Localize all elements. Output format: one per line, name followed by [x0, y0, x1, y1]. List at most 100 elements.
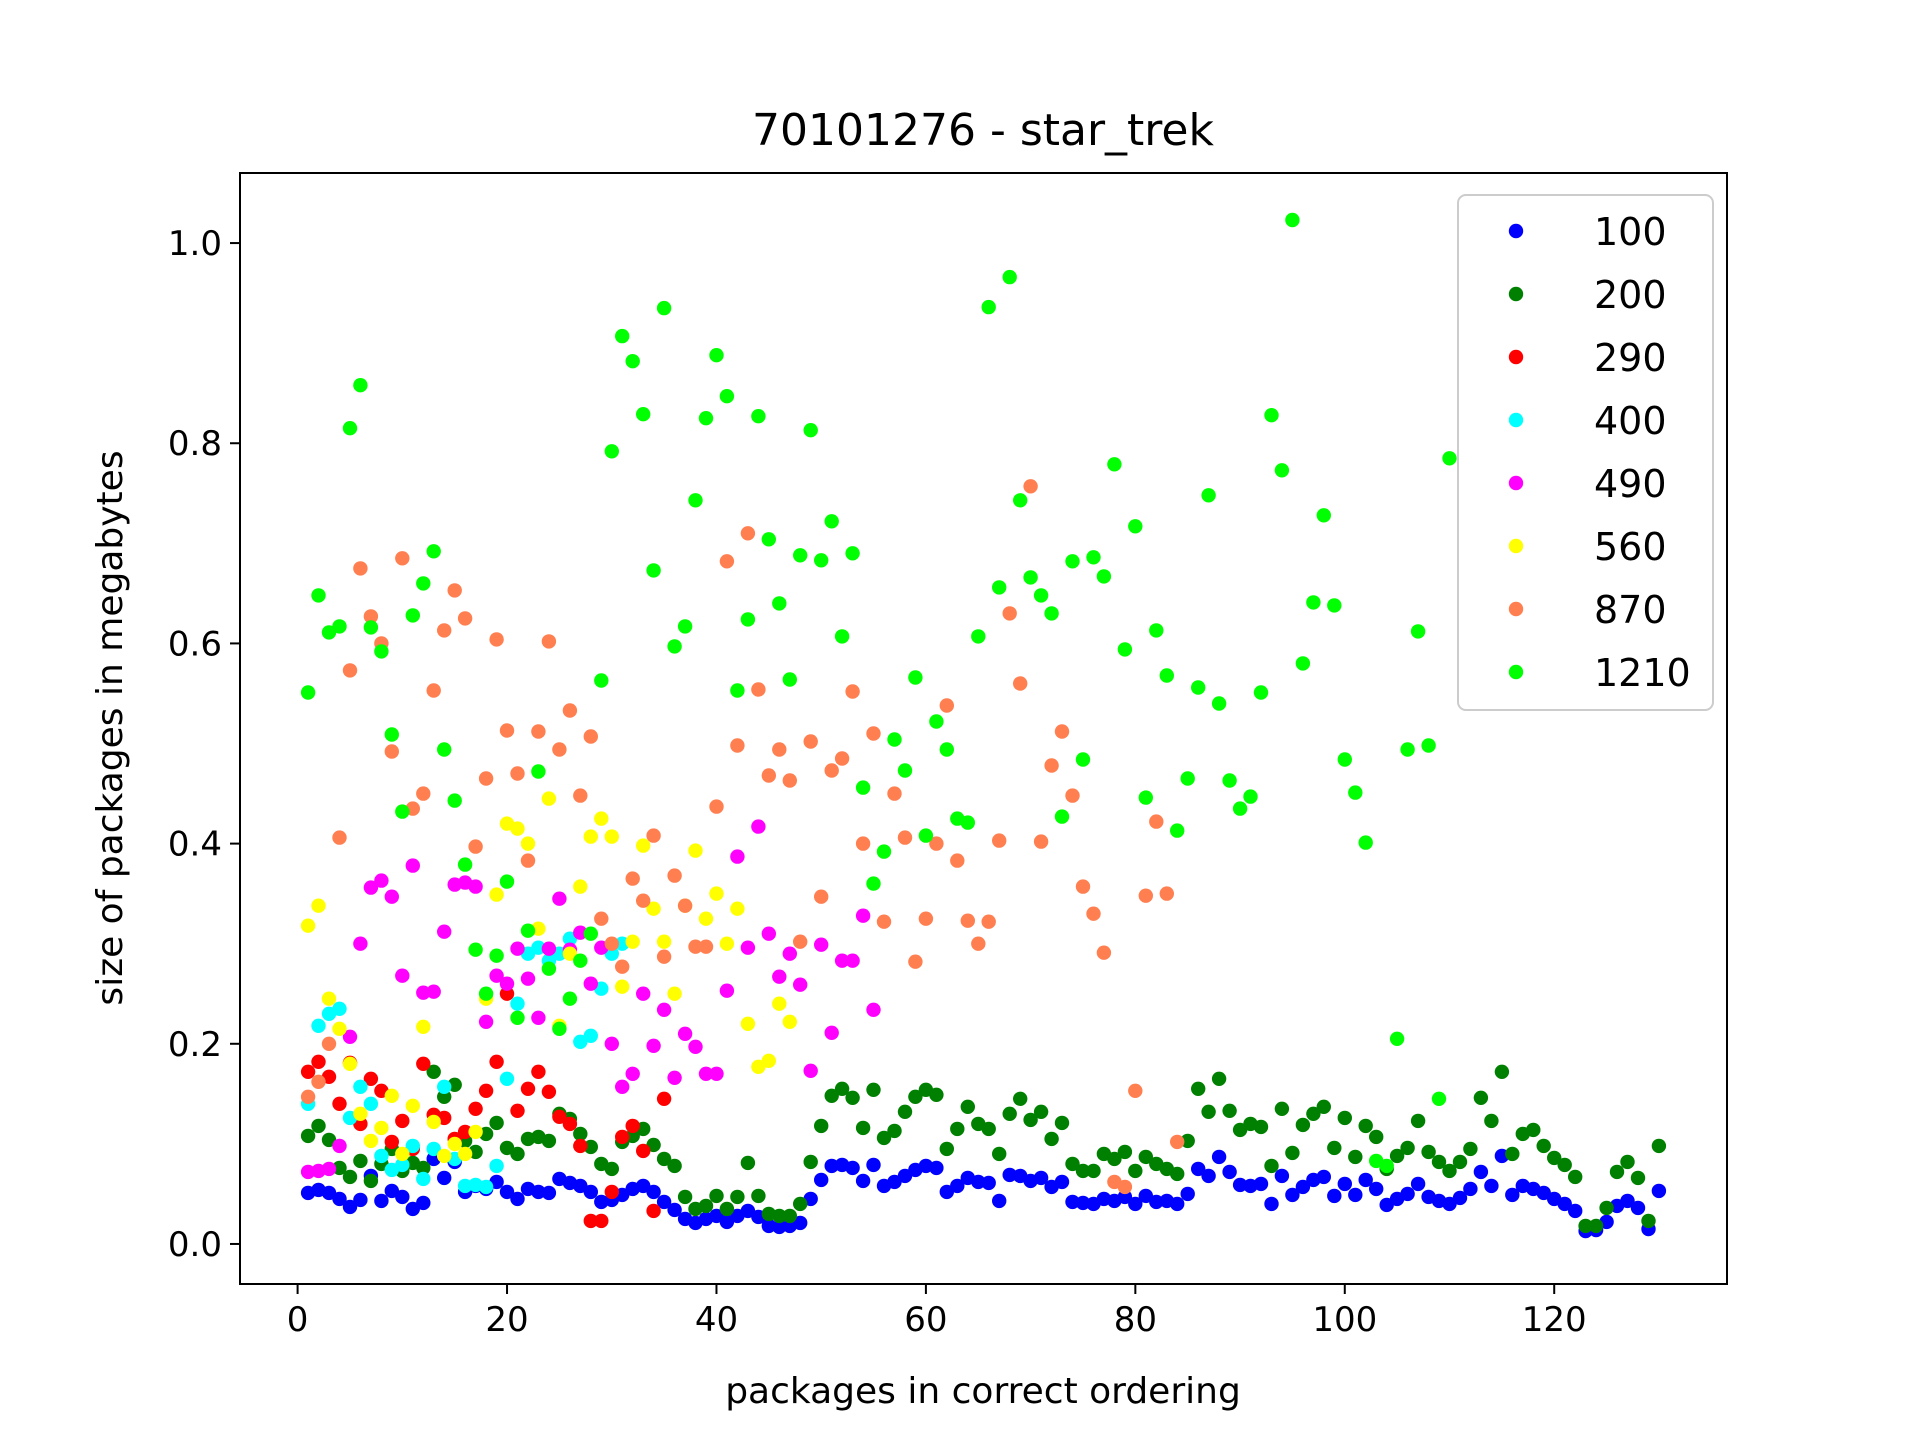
point-200-71	[1044, 1131, 1059, 1147]
point-560-35	[667, 986, 682, 1001]
point-1210-87	[1211, 696, 1227, 711]
point-290-11	[416, 1056, 431, 1072]
point-290-19	[499, 986, 515, 1001]
point-870-78	[1117, 1179, 1133, 1195]
chart-title: 70101276 - star_trek	[752, 105, 1214, 156]
point-1210-7	[374, 644, 389, 659]
point-490-50	[824, 1025, 839, 1041]
point-100-45	[772, 1219, 787, 1235]
point-490-17	[478, 1014, 494, 1029]
point-1210-97	[1316, 508, 1332, 523]
legend-item-290: 290	[1508, 336, 1667, 380]
point-200-53	[855, 1120, 871, 1136]
point-400-7	[374, 1148, 389, 1164]
point-200-52	[845, 1090, 860, 1106]
point-560-33	[646, 901, 661, 916]
point-870-57	[897, 830, 913, 845]
point-100-32	[636, 1178, 651, 1194]
point-100-72	[1054, 1174, 1070, 1190]
point-870-63	[960, 913, 975, 928]
point-1210-3	[332, 619, 347, 634]
point-490-27	[583, 976, 598, 991]
point-200-26	[573, 1126, 588, 1142]
point-560-30	[615, 979, 630, 994]
point-490-20	[510, 941, 525, 956]
point-290-20	[510, 1103, 525, 1119]
point-1210-48	[803, 423, 818, 438]
point-1210-11	[416, 576, 431, 591]
point-200-38	[698, 1198, 714, 1214]
point-100-50	[824, 1158, 839, 1174]
point-870-52	[845, 684, 860, 699]
point-870-29	[604, 936, 619, 951]
point-1210-28	[594, 673, 609, 688]
point-100-101	[1358, 1172, 1373, 1188]
point-490-2	[321, 1161, 337, 1177]
point-400-27	[583, 1028, 598, 1044]
point-490-6	[363, 880, 379, 895]
point-290-9	[395, 1113, 410, 1129]
point-200-56	[887, 1123, 902, 1139]
point-200-5	[353, 1153, 368, 1169]
point-1210-91	[1253, 685, 1269, 700]
point-100-94	[1285, 1187, 1300, 1203]
point-100-74	[1075, 1195, 1091, 1211]
point-100-13	[437, 1170, 452, 1186]
point-100-84	[1180, 1186, 1195, 1202]
point-560-7	[374, 1120, 389, 1136]
point-100-54	[866, 1157, 881, 1173]
point-200-100	[1348, 1149, 1363, 1165]
point-290-30	[615, 1129, 630, 1145]
point-560-27	[583, 829, 598, 844]
point-1210-51	[834, 629, 850, 644]
point-560-25	[562, 946, 578, 961]
point-290-17	[478, 1083, 494, 1099]
point-560-21	[520, 836, 536, 851]
point-490-21	[520, 971, 536, 986]
y-tick-label: 0.4	[168, 825, 222, 865]
point-870-82	[1159, 886, 1175, 901]
point-200-117	[1526, 1122, 1541, 1138]
point-560-18	[489, 887, 504, 902]
point-400-29	[604, 946, 619, 961]
point-560-45	[772, 996, 787, 1011]
point-490-8	[384, 889, 399, 904]
point-200-2	[321, 1132, 337, 1148]
point-200-55	[876, 1130, 892, 1146]
point-1210-39	[709, 348, 724, 363]
point-100-95	[1295, 1179, 1311, 1195]
point-1210-60	[929, 714, 944, 729]
series-490	[300, 819, 881, 1180]
point-100-100	[1348, 1187, 1363, 1203]
point-200-58	[908, 1089, 923, 1105]
point-200-128	[1641, 1213, 1656, 1229]
point-400-19	[499, 1071, 515, 1087]
point-870-76	[1096, 945, 1112, 960]
point-100-34	[656, 1194, 672, 1210]
point-200-113	[1484, 1113, 1499, 1129]
point-1210-107	[1421, 738, 1436, 753]
point-200-95	[1295, 1117, 1311, 1133]
point-200-6	[363, 1173, 379, 1189]
point-200-122	[1578, 1218, 1593, 1234]
point-1210-79	[1128, 519, 1143, 534]
point-100-112	[1473, 1164, 1489, 1180]
y-axis-ticks: 0.0 0.2 0.4 0.6 0.8 1.0	[168, 224, 240, 1265]
point-200-36	[677, 1189, 693, 1205]
point-1210-46	[782, 672, 797, 687]
series-870	[300, 479, 1185, 1195]
legend-item-870: 870	[1508, 588, 1667, 632]
x-tick-label: 120	[1522, 1300, 1587, 1340]
point-200-99	[1337, 1110, 1353, 1126]
point-1210-40	[719, 389, 735, 404]
point-870-42	[740, 526, 756, 541]
point-560-10	[405, 1098, 420, 1114]
point-1210-20	[510, 1010, 525, 1025]
point-400-26	[573, 1034, 588, 1050]
point-200-74	[1075, 1163, 1091, 1179]
point-870-40	[719, 554, 735, 569]
point-490-31	[625, 1066, 640, 1082]
point-400-1	[311, 1018, 326, 1033]
point-200-69	[1023, 1112, 1038, 1128]
point-490-29	[604, 1036, 619, 1052]
